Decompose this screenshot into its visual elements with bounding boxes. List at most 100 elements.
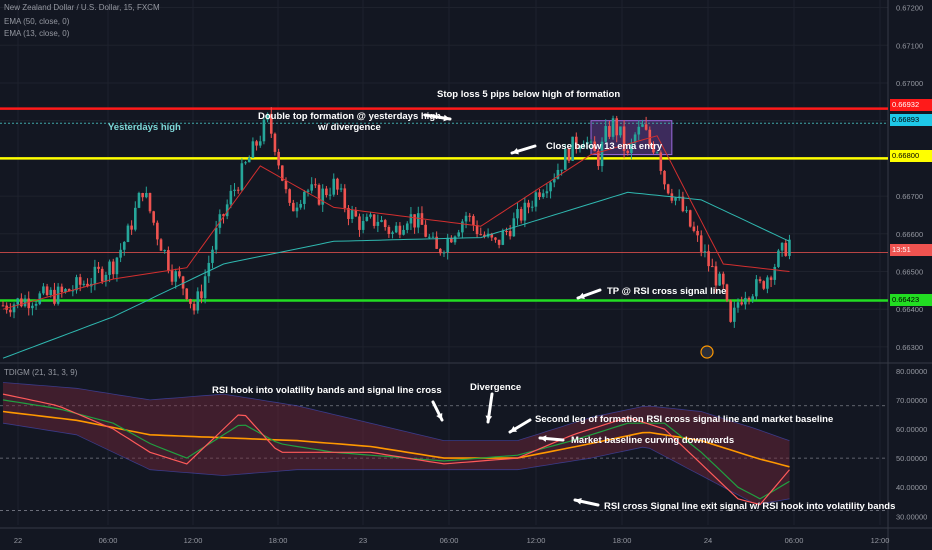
candle-body — [450, 237, 453, 243]
time-tick-label: 06:00 — [99, 536, 118, 545]
candle-body — [148, 192, 152, 212]
time-tick-label: 12:00 — [184, 536, 203, 545]
tdigm-label[interactable]: TDIGM (21, 31, 3, 9) — [4, 368, 78, 377]
candle-body — [567, 148, 571, 161]
candle-body — [608, 126, 611, 137]
candle-body — [321, 188, 325, 205]
price-tick-label: 0.66700 — [896, 192, 923, 201]
candle-body — [34, 303, 38, 306]
candle-body — [49, 289, 53, 296]
candle-body — [354, 209, 358, 217]
indicator-tick-label: 50.00000 — [896, 454, 927, 463]
ema13-label[interactable]: EMA (13, close, 0) — [4, 29, 70, 38]
candle-body — [225, 204, 229, 217]
ema13-line — [2, 135, 790, 310]
candle-body — [189, 299, 192, 304]
candle-body — [233, 189, 236, 191]
candle-body — [240, 163, 244, 191]
candle-body — [483, 234, 486, 237]
candle-body — [78, 277, 82, 285]
candle-body — [336, 178, 339, 190]
candle-body — [178, 271, 181, 277]
candle-body — [196, 291, 200, 311]
candle-body — [663, 170, 666, 185]
candle-body — [156, 222, 159, 240]
candle-body — [457, 232, 460, 237]
candle-body — [461, 221, 464, 233]
candle-body — [784, 242, 788, 256]
candle-body — [681, 196, 685, 212]
candle-body — [501, 231, 505, 245]
candle-body — [519, 209, 523, 221]
candle-body — [152, 211, 155, 223]
candle-body — [53, 289, 56, 304]
candle-body — [244, 162, 247, 164]
candle-body — [699, 235, 703, 252]
divergence-note: w/ divergence — [318, 122, 381, 133]
candle-body — [666, 184, 670, 194]
candle-body — [64, 289, 67, 292]
candle-body — [292, 202, 295, 212]
candle-body — [310, 184, 313, 191]
indicator-tick-label: 70.00000 — [896, 396, 927, 405]
candle-body — [758, 279, 762, 282]
candle-body — [523, 202, 527, 221]
arrow-head — [540, 435, 547, 442]
candle-body — [586, 141, 589, 145]
candle-body — [744, 297, 747, 305]
candle-body — [203, 276, 207, 299]
candle-body — [104, 274, 108, 282]
candle-body — [380, 220, 383, 222]
candle-body — [222, 214, 225, 217]
ema50-line — [2, 191, 790, 359]
candle-body — [398, 225, 402, 235]
candle-body — [729, 300, 732, 322]
candle-body — [170, 270, 174, 282]
candle-body — [541, 193, 545, 198]
candle-body — [685, 210, 688, 212]
candle-body — [255, 141, 258, 146]
candle-body — [299, 203, 302, 208]
candle-body — [453, 236, 457, 243]
candle-body — [740, 302, 743, 305]
candle-body — [365, 216, 369, 221]
candle-body — [288, 189, 291, 203]
stop-loss-note: Stop loss 5 pips below high of formation — [437, 89, 621, 100]
band-lower-line — [2, 422, 790, 505]
timer-price-box: 13:51 — [890, 244, 932, 256]
candle-body — [284, 180, 288, 190]
candle-body — [236, 189, 240, 191]
candle-body — [725, 284, 729, 301]
candle-body — [508, 231, 512, 237]
double-top-note: Double top formation @ yesterdays high — [258, 111, 441, 122]
candle-body — [266, 113, 269, 120]
candle-body — [281, 165, 284, 181]
candle-body — [67, 289, 71, 292]
time-tick-label: 06:00 — [785, 536, 804, 545]
candle-body — [200, 291, 203, 299]
candle-body — [306, 190, 310, 192]
ema50-label[interactable]: EMA (50, close, 0) — [4, 17, 70, 26]
candle-body — [75, 277, 78, 291]
candle-body — [251, 141, 255, 158]
candle-body — [428, 236, 431, 238]
candle-body — [751, 296, 754, 300]
candle-body — [229, 190, 233, 205]
candle-body — [722, 273, 725, 285]
candle-body — [314, 184, 317, 186]
candle-body — [703, 251, 707, 253]
arrow-head — [578, 292, 585, 300]
candle-body — [413, 214, 416, 228]
candle-body — [494, 237, 497, 240]
candle-body — [214, 227, 218, 250]
candle-body — [490, 233, 494, 238]
candle-body — [692, 226, 696, 231]
candle-body — [350, 209, 354, 219]
yesterdays-high-note: Yesterdays high — [108, 122, 181, 133]
candle-body — [115, 257, 119, 275]
candle-body — [358, 216, 361, 230]
candle-body — [762, 281, 766, 289]
tp-note: TP @ RSI cross signal line — [607, 286, 727, 297]
time-tick-label: 18:00 — [613, 536, 632, 545]
